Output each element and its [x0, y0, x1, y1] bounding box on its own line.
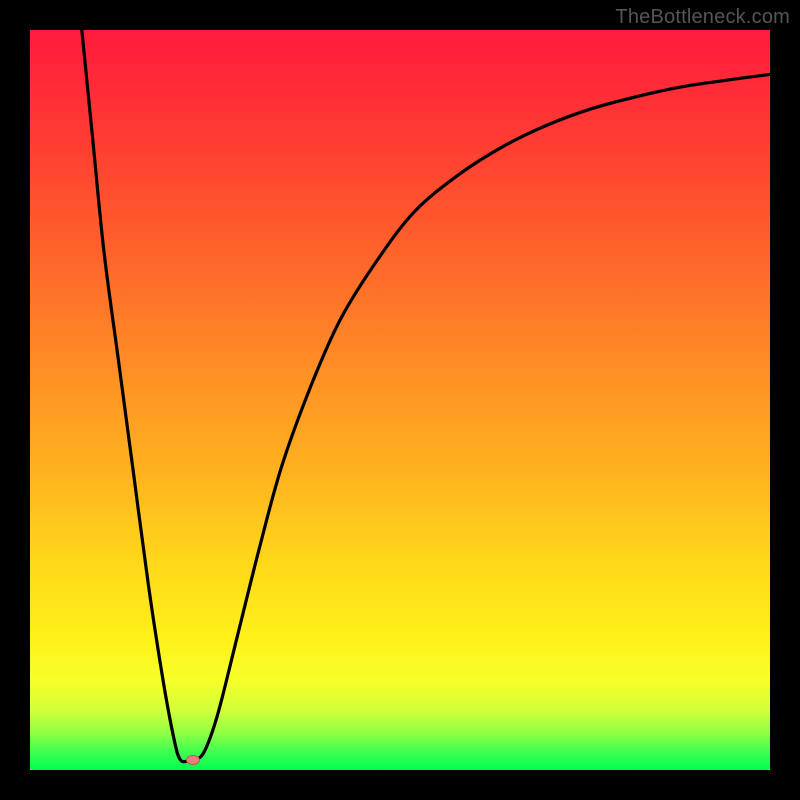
curve-svg [30, 30, 770, 770]
minimum-marker [186, 755, 200, 765]
bottleneck-curve [82, 30, 770, 762]
watermark-text: TheBottleneck.com [615, 6, 790, 29]
plot-area [30, 30, 770, 770]
